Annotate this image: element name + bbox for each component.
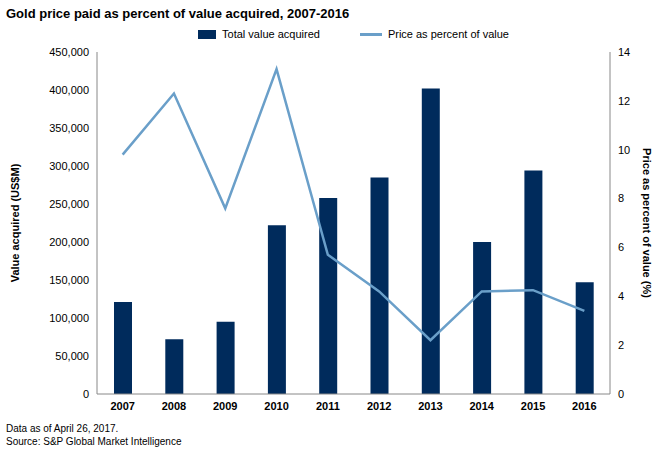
svg-text:250,000: 250,000 bbox=[49, 198, 89, 210]
html-text:Gold price paid as percent of: Gold price paid as percent of value acqu… bbox=[6, 6, 350, 21]
svg-text:Price as percent of value (%): Price as percent of value (%) bbox=[641, 148, 652, 298]
svg-text:8: 8 bbox=[618, 192, 624, 204]
svg-text:10: 10 bbox=[618, 144, 630, 156]
svg-text:100,000: 100,000 bbox=[49, 312, 89, 324]
svg-text:2015: 2015 bbox=[521, 400, 545, 412]
svg-text:450,000: 450,000 bbox=[49, 46, 89, 58]
svg-text:2009: 2009 bbox=[213, 400, 237, 412]
svg-text:300,000: 300,000 bbox=[49, 160, 89, 172]
html-text:Source: S&P Global Market Inte: Source: S&P Global Market Intelligence bbox=[6, 436, 182, 447]
svg-text:12: 12 bbox=[618, 95, 630, 107]
svg-text:50,000: 50,000 bbox=[55, 350, 89, 362]
svg-text:2011: 2011 bbox=[316, 400, 340, 412]
svg-text:2008: 2008 bbox=[162, 400, 186, 412]
svg-text:2007: 2007 bbox=[110, 400, 134, 412]
svg-text:2010: 2010 bbox=[264, 400, 288, 412]
svg-text:4: 4 bbox=[618, 290, 624, 302]
svg-text:2013: 2013 bbox=[418, 400, 442, 412]
svg-text:150,000: 150,000 bbox=[49, 274, 89, 286]
html-text:Data as of April 26, 2017.: Data as of April 26, 2017. bbox=[6, 423, 119, 434]
svg-text:0: 0 bbox=[83, 388, 89, 400]
svg-text:400,000: 400,000 bbox=[49, 84, 89, 96]
svg-text:200,000: 200,000 bbox=[49, 236, 89, 248]
html-text:Price as percent of value: Price as percent of value bbox=[387, 28, 509, 40]
svg-text:2012: 2012 bbox=[367, 400, 391, 412]
svg-text:Value acquired (US$M): Value acquired (US$M) bbox=[9, 163, 21, 282]
svg-text:14: 14 bbox=[618, 46, 630, 58]
svg-text:350,000: 350,000 bbox=[49, 122, 89, 134]
svg-text:2016: 2016 bbox=[572, 400, 596, 412]
html-text:Total value acquired: Total value acquired bbox=[222, 28, 320, 40]
svg-text:6: 6 bbox=[618, 241, 624, 253]
svg-text:0: 0 bbox=[618, 388, 624, 400]
svg-text:2: 2 bbox=[618, 339, 624, 351]
svg-text:2014: 2014 bbox=[470, 400, 495, 412]
